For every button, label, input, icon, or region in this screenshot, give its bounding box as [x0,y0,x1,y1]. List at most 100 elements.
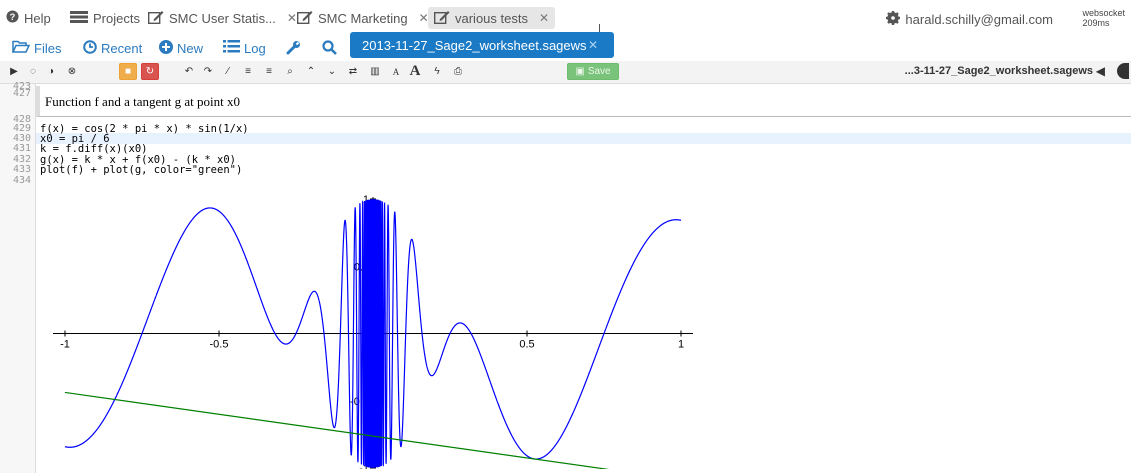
half-circle-icon[interactable]: ◑ [47,66,55,77]
close-icon[interactable]: ✕ [587,38,598,52]
font-decrease-button[interactable]: A [387,63,405,80]
wrench-icon [286,40,301,58]
tab-smc-marketing[interactable]: SMC Marketing ✕ [296,6,429,30]
line-number: 434 [12,175,31,186]
connection-type: websocket [1082,8,1125,18]
stop-circle-icon[interactable]: ⊗ [67,66,77,77]
close-icon[interactable]: ✕ [538,11,550,25]
code-line[interactable]: f(x) = cos(2 * pi * x) * sin(1/x) [40,123,249,135]
columns-icon[interactable]: ▥ [370,66,380,77]
plus-circle-icon [159,40,173,57]
account-menu[interactable]: harald.schilly@gmail.com [886,11,1053,28]
log-button[interactable]: Log [223,40,266,56]
svg-text:?: ? [10,12,16,22]
hide-icon[interactable]: ◌ [30,66,36,77]
tangent-g-line [64,391,610,469]
files-label: Files [34,40,62,56]
search-icon[interactable]: ⌕ [287,66,293,77]
stop-square-icon: ■ [124,66,132,77]
save-button[interactable]: ▣ Save [567,63,619,80]
editor-toolbar: ▶ ◌ ◑ ⊗ ■ ↻ ↶ ↷ ⁄ ≡ ≡ ⌕ ⌃ ⌄ ⇄ ▥ A A ϟ ⎙ … [0,61,1131,84]
tab-smc-user-statistics[interactable]: SMC User Statis... ✕ [147,6,297,30]
tab-label: Help [24,10,51,26]
code-line[interactable]: x0 = pi / 6 [40,133,110,145]
projects-list-icon [70,10,88,26]
log-label: Log [244,40,266,56]
account-email: harald.schilly@gmail.com [905,12,1053,27]
refresh-icon: ↻ [145,66,155,77]
x-tick-label: -1 [60,339,70,351]
line-number: 427 [12,88,31,99]
open-file-tab[interactable]: 2013-11-27_Sage2_worksheet.sagews ✕ [350,32,614,58]
chevron-up-icon[interactable]: ⌃ [306,66,316,77]
caret-left-icon[interactable]: ◀ [1095,64,1105,78]
line-number: 429 [12,123,31,134]
connection-status: websocket 209ms [1082,8,1125,28]
font-increase-button[interactable]: A [406,63,424,80]
plot-ticks: -1 -0.5 0.5 110.5-0.5-1 [60,194,684,469]
close-icon[interactable]: ✕ [286,11,297,25]
save-label: Save [587,66,611,77]
top-bar: ? Help Projects SMC User Statis... ✕ SMC… [0,0,1131,37]
new-label: New [177,41,204,56]
restart-button[interactable]: ↻ [141,63,159,80]
exchange-icon[interactable]: ⇄ [348,66,358,77]
recent-label: Recent [101,41,143,56]
current-line-highlight [36,133,1131,144]
folder-open-icon [11,40,31,56]
font-large-label: A [409,63,421,79]
gear-icon [886,11,901,28]
line-number: 433 [12,164,31,175]
x-tick-label: 0.5 [519,339,534,351]
list-icon [223,40,240,56]
connection-ping: 209ms [1082,18,1110,28]
settings-button[interactable] [286,40,301,58]
line-number: 431 [12,143,31,154]
y-tick-label: 1 [363,194,369,206]
search-button[interactable] [322,40,337,58]
stop-button[interactable]: ■ [119,63,137,80]
code-line[interactable]: k = f.diff(x)(x0) [40,143,148,155]
line-number: 432 [12,154,31,165]
x-tick-label: -0.5 [210,339,229,351]
print-icon[interactable]: ⎙ [454,66,462,77]
run-icon[interactable]: ▶ [10,66,18,77]
chat-icon[interactable] [1117,63,1129,79]
tab-label: SMC Marketing [318,10,408,26]
clock-icon [83,40,97,57]
function-f-curve [64,199,682,468]
tab-various-tests[interactable]: various tests ✕ [428,7,556,29]
redo-icon[interactable]: ↷ [203,66,213,77]
cell-description-text: Function f and a tangent g at point x0 [45,94,240,109]
tab-label: various tests [455,10,528,26]
tab-help[interactable]: ? Help [6,6,51,30]
chevron-down-icon[interactable]: ⌄ [327,66,337,77]
code-line[interactable]: plot(f) + plot(g, color="green") [40,164,243,176]
code-line[interactable]: g(x) = k * x + f(x0) - (k * x0) [40,154,236,166]
magic-wand-icon[interactable]: ⁄ [227,66,229,77]
files-button[interactable]: Files [11,40,62,56]
project-nav-bar: Files Recent New Log [0,37,1131,59]
new-button[interactable]: New [159,40,203,57]
line-number: 423 [12,81,31,92]
outdent-icon[interactable]: ≡ [245,66,251,77]
tab-label: Projects [93,10,140,26]
recent-button[interactable]: Recent [83,40,142,57]
undo-icon[interactable]: ↶ [184,66,194,77]
close-icon[interactable]: ✕ [418,11,429,25]
line-number-gutter: 423 427 428 429 430 431 432 433 434 [0,81,36,473]
tab-projects[interactable]: Projects [70,6,140,30]
edit-document-icon [296,10,313,27]
search-icon [322,40,337,58]
indent-icon[interactable]: ≡ [266,66,272,77]
edit-document-icon [147,10,164,27]
toolbar-filename: ...3-11-27_Sage2_worksheet.sagews [904,65,1093,77]
tab-label: SMC User Statis... [169,10,276,26]
bolt-icon[interactable]: ϟ [434,66,440,77]
plot-series [64,199,682,469]
font-small-label: A [392,66,400,77]
open-file-name: 2013-11-27_Sage2_worksheet.sagews [362,37,587,53]
edit-document-icon [433,10,450,27]
x-tick-label: 1 [678,339,684,351]
worksheet-editor[interactable]: 423 427 428 429 430 431 432 433 434 Func… [0,81,1131,473]
